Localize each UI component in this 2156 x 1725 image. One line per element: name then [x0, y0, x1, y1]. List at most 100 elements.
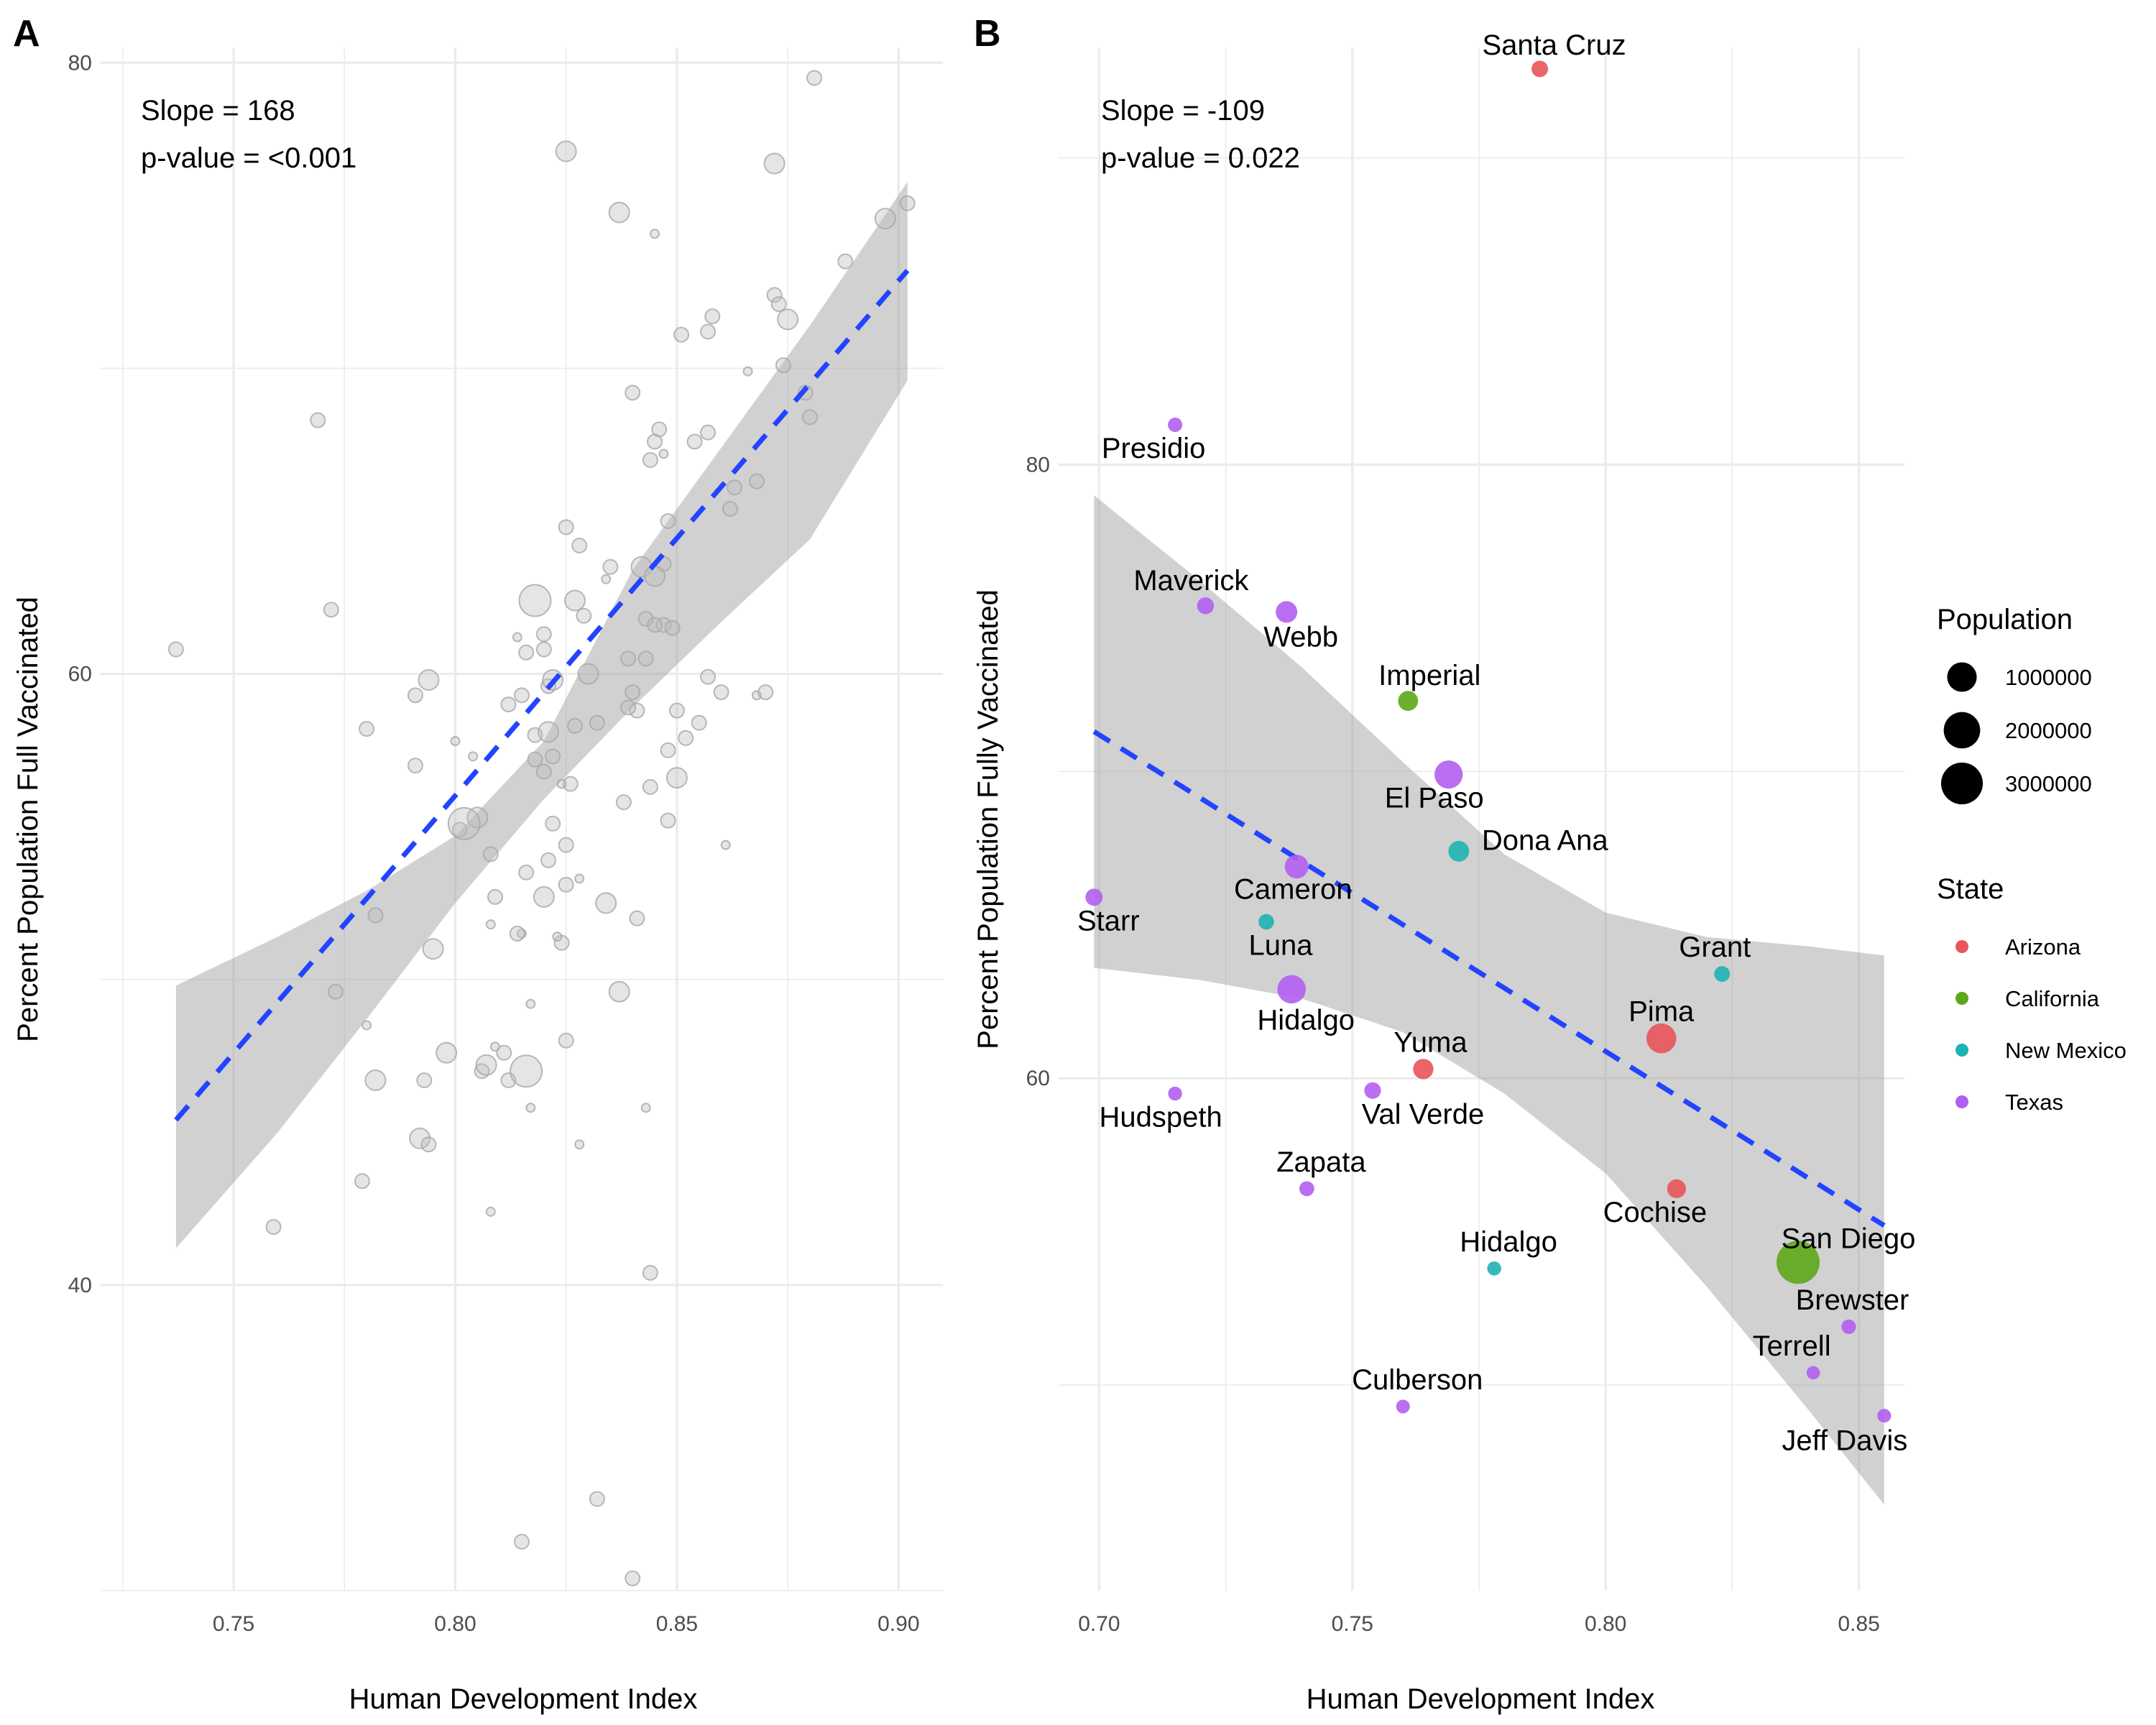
data-point — [763, 152, 786, 175]
data-point — [535, 626, 552, 643]
legend-population-title: Population — [1937, 604, 2073, 635]
data-point — [558, 876, 574, 893]
data-point — [665, 767, 688, 789]
county-point — [1364, 1082, 1381, 1099]
county-point — [1434, 760, 1463, 789]
data-point — [620, 650, 637, 667]
county-label: Cameron — [1234, 874, 1353, 906]
data-point — [668, 702, 685, 719]
data-point — [655, 617, 672, 633]
data-point — [576, 607, 592, 624]
county-point — [1531, 60, 1549, 78]
confidence-band — [1094, 495, 1884, 1505]
data-point — [727, 479, 743, 496]
panel-a-y-axis-title: Percent Population Full Vaccinated — [12, 597, 44, 1042]
data-point — [589, 714, 605, 731]
regression-line — [1092, 729, 1886, 1228]
county-point — [1806, 1366, 1820, 1380]
data-point — [620, 699, 637, 716]
legend-state-label: Texas — [2005, 1090, 2063, 1115]
data-point — [660, 742, 676, 758]
county-point — [1276, 601, 1298, 623]
data-point — [801, 409, 818, 426]
panel-b-y-axis-title: Percent Population Fully Vaccinated — [972, 589, 1004, 1049]
data-point — [407, 687, 423, 704]
data-point — [422, 938, 444, 960]
data-point — [567, 717, 584, 734]
data-point — [409, 1127, 431, 1149]
y-tick-label: 80 — [1026, 454, 1050, 477]
data-point — [420, 1136, 437, 1153]
y-tick-label: 60 — [1026, 1067, 1050, 1090]
county-label: Dona Ana — [1482, 824, 1608, 856]
y-tick-label: 80 — [68, 51, 92, 75]
data-point — [644, 565, 666, 587]
county-label: Brewster — [1796, 1284, 1909, 1316]
data-point — [500, 696, 517, 713]
data-point — [518, 644, 535, 661]
x-tick-label: 0.85 — [1838, 1612, 1879, 1636]
data-point — [327, 983, 344, 1000]
panel-b-point-labels: Santa Cruz Presidio Maverick Webb Imperial El… — [1077, 29, 1915, 1457]
county-point — [1168, 1086, 1182, 1101]
data-point — [678, 730, 694, 746]
county-label: Grant — [1679, 932, 1751, 963]
panel-a-x-tick-labels: 0.75 0.80 0.85 0.90 — [213, 1612, 920, 1636]
data-point — [510, 1054, 543, 1088]
panel-b-tag: B — [974, 13, 1001, 55]
data-point — [770, 296, 787, 313]
data-point — [837, 253, 854, 270]
county-label: Culberson — [1352, 1364, 1483, 1396]
county-point — [1646, 1023, 1677, 1054]
data-point — [757, 684, 774, 701]
panel-a-slope-annotation: Slope = 168 — [141, 95, 295, 126]
panel-a-grid — [101, 47, 943, 1591]
legend-size-label: 3000000 — [2005, 771, 2092, 796]
county-label: Hudspeth — [1099, 1102, 1222, 1133]
data-point — [700, 323, 717, 340]
data-point — [468, 751, 479, 762]
data-point — [367, 907, 384, 924]
legend-state-label: California — [2005, 986, 2100, 1011]
county-point — [1258, 914, 1274, 930]
data-point — [485, 1206, 496, 1217]
data-point — [558, 837, 574, 853]
county-label: Jeff Davis — [1782, 1425, 1907, 1457]
data-point — [647, 617, 663, 633]
panel-b: B Santa Cruz Presidio Maverick Webb Imperial… — [972, 13, 1915, 1715]
panel-b-confidence-band — [1094, 495, 1884, 1505]
county-point — [1877, 1409, 1892, 1423]
county-label: Pima — [1628, 996, 1695, 1028]
data-point — [766, 287, 783, 303]
panel-b-x-axis-title: Human Development Index — [1307, 1683, 1655, 1715]
panel-a-pvalue-annotation: p-value = <0.001 — [141, 142, 356, 174]
data-point — [574, 873, 585, 884]
county-label: Val Verde — [1362, 1098, 1485, 1130]
legend-state-key — [1955, 1044, 1968, 1057]
data-point — [525, 998, 536, 1009]
data-point — [558, 1032, 574, 1049]
data-point — [602, 558, 619, 575]
data-point — [514, 1533, 530, 1550]
legend-size-key — [1947, 662, 1977, 692]
data-point — [874, 208, 896, 230]
data-point — [704, 308, 721, 325]
data-point — [615, 794, 632, 811]
data-point — [535, 641, 552, 658]
data-point — [540, 852, 557, 868]
data-point — [556, 778, 567, 789]
data-point — [496, 1044, 512, 1061]
panel-a: A 0.75 0.80 0.85 0.90 40 60 80 Slope = 168 p-… — [12, 13, 943, 1715]
x-tick-label: 0.80 — [434, 1612, 476, 1636]
county-point — [1299, 1181, 1314, 1197]
legend-state-title: State — [1937, 873, 2004, 905]
data-point — [571, 537, 588, 553]
data-point — [361, 1020, 372, 1031]
county-label: Presidio — [1102, 433, 1206, 464]
data-point — [354, 1173, 370, 1190]
data-point — [777, 308, 799, 331]
data-point — [466, 806, 489, 829]
data-point — [167, 641, 184, 658]
